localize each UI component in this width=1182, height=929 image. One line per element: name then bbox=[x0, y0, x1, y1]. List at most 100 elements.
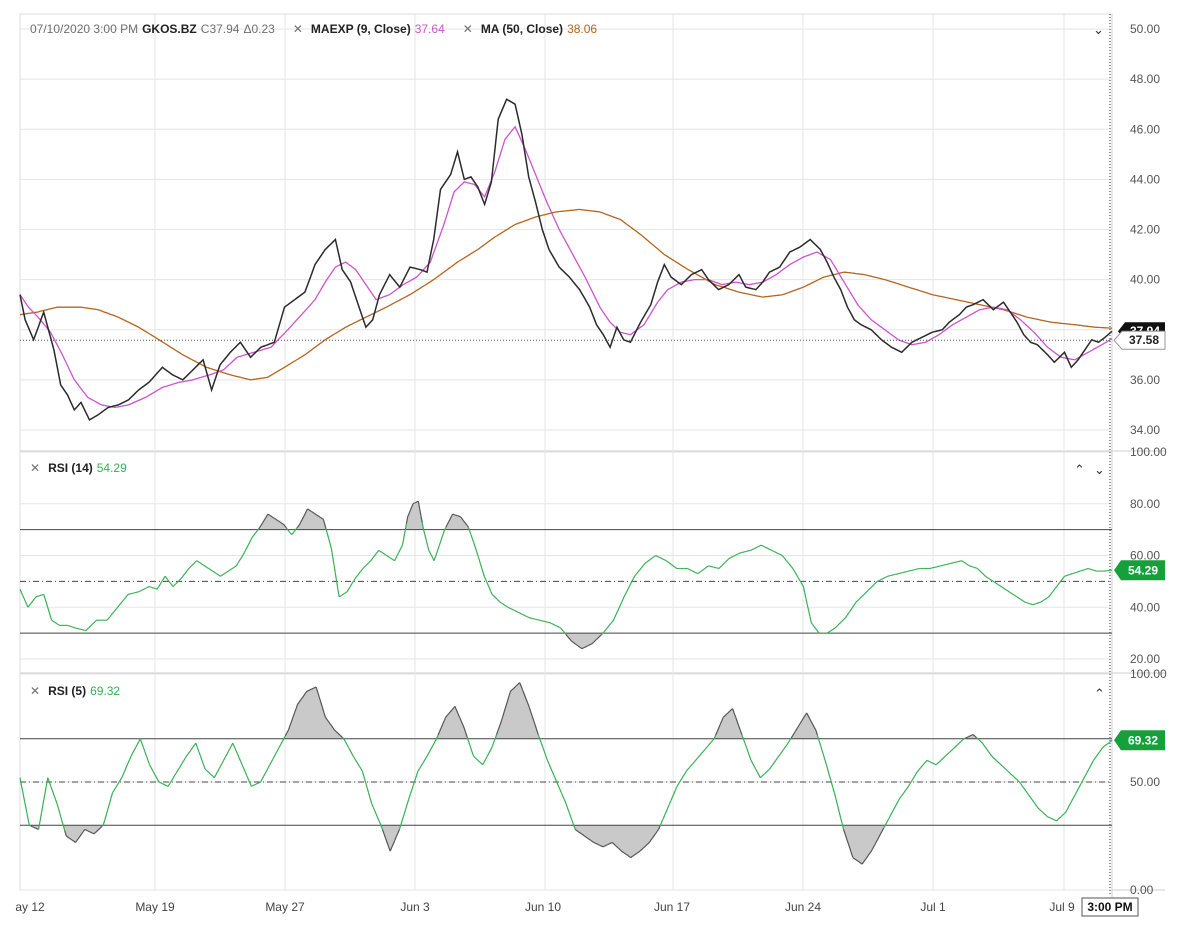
rsi5-line-segment bbox=[898, 799, 900, 802]
rsi14-line-segment bbox=[1051, 592, 1052, 594]
rsi5-line-segment bbox=[941, 759, 943, 760]
rsi5-line-segment bbox=[28, 817, 30, 825]
rsi5-line-segment bbox=[666, 808, 668, 812]
rsi14-line-segment bbox=[606, 628, 607, 630]
rsi5-line-segment bbox=[1027, 793, 1029, 795]
remove-maexp-icon[interactable]: ✕ bbox=[293, 22, 303, 36]
price-panel-header: 07/10/2020 3:00 PM GKOS.BZ C 37.94 Δ0.23… bbox=[30, 22, 597, 36]
rsi5-line-segment bbox=[1030, 797, 1032, 799]
rsi14-line-segment bbox=[842, 620, 843, 621]
rsi14-line-segment bbox=[443, 530, 444, 534]
rsi14-line-segment bbox=[428, 545, 429, 550]
rsi14-line-segment bbox=[160, 583, 161, 585]
remove-rsi5-icon[interactable]: ✕ bbox=[30, 684, 40, 698]
rsi14-line-segment bbox=[23, 595, 24, 598]
rsi14-line-segment bbox=[876, 581, 877, 582]
rsi5-line-segment bbox=[429, 750, 431, 753]
y-tick-label: 80.00 bbox=[1130, 497, 1160, 511]
rsi14-line-segment bbox=[441, 537, 442, 541]
rsi5-line-segment bbox=[930, 762, 932, 763]
rsi5-line-segment bbox=[421, 764, 423, 767]
rsi14-line-segment bbox=[401, 545, 402, 548]
remove-ma-icon[interactable]: ✕ bbox=[463, 22, 473, 36]
rsi14-line-segment bbox=[145, 588, 146, 589]
remove-rsi14-icon[interactable]: ✕ bbox=[30, 461, 40, 475]
rsi5-line-segment bbox=[762, 775, 764, 776]
price-line bbox=[20, 99, 1112, 420]
rsi5-line-segment bbox=[908, 784, 910, 787]
rsi14-line-segment bbox=[648, 560, 649, 561]
rsi5-line-segment bbox=[225, 755, 227, 758]
rsi14-line-segment bbox=[793, 569, 794, 571]
rsi14-line-segment bbox=[143, 589, 144, 590]
rsi14-line-segment bbox=[350, 585, 351, 587]
rsi14-line-segment bbox=[197, 561, 198, 562]
rsi14-line-segment bbox=[860, 597, 861, 598]
rsi5-line-segment bbox=[433, 742, 435, 745]
rsi5-line-segment bbox=[748, 752, 750, 756]
rsi14-line-segment bbox=[308, 509, 309, 510]
rsi5-line-segment bbox=[412, 785, 414, 790]
rsi14-line-segment bbox=[474, 543, 475, 547]
rsi14-line-segment bbox=[29, 604, 30, 606]
rsi5-line-segment bbox=[110, 798, 112, 803]
rsi14-line-segment bbox=[803, 587, 804, 593]
rsi5-label: RSI (5) bbox=[48, 684, 86, 698]
rsi5-line-segment bbox=[426, 756, 428, 759]
rsi14-line-segment bbox=[279, 521, 280, 522]
maexp-line bbox=[20, 127, 1112, 408]
rsi5-line-segment bbox=[959, 742, 961, 743]
rsi14-line-segment bbox=[864, 593, 865, 594]
rsi14-line-segment bbox=[315, 514, 316, 515]
rsi14-line-segment bbox=[93, 623, 94, 624]
rsi14-line-segment bbox=[190, 566, 191, 567]
rsi5-line-segment bbox=[262, 776, 264, 779]
rsi14-line-segment bbox=[559, 627, 560, 628]
rsi5-line-segment bbox=[1073, 795, 1075, 798]
rsi14-line-segment bbox=[193, 563, 194, 564]
rsi14-line-segment bbox=[608, 625, 609, 627]
rsi14-line-segment bbox=[206, 567, 207, 568]
rsi14-line-segment bbox=[210, 569, 211, 570]
rsi14-line-segment bbox=[757, 547, 758, 548]
rsi14-line-segment bbox=[512, 609, 513, 610]
rsi14-line-segment bbox=[830, 631, 831, 632]
rsi5-line-segment bbox=[1050, 818, 1052, 819]
rsi5-line-segment bbox=[773, 763, 775, 765]
rsi14-line-segment bbox=[583, 647, 584, 648]
rsi14-line-segment bbox=[756, 547, 757, 548]
rsi14-line-segment bbox=[321, 518, 322, 519]
rsi5-line-segment bbox=[609, 843, 611, 844]
rsi5-line-segment bbox=[407, 799, 409, 804]
rsi5-line-segment bbox=[634, 854, 636, 855]
rsi5-line-segment bbox=[1106, 744, 1108, 745]
chevron-down-icon[interactable]: ⌄ bbox=[1093, 24, 1104, 36]
rsi14-line-segment bbox=[218, 575, 219, 576]
rsi14-line-segment bbox=[968, 565, 969, 566]
rsi14-line-segment bbox=[797, 575, 798, 577]
rsi14-line-segment bbox=[454, 515, 455, 516]
rsi14-line-segment bbox=[341, 595, 342, 596]
rsi5-line-segment bbox=[949, 752, 951, 753]
rsi5-line-segment bbox=[233, 743, 235, 747]
rsi5-line-segment bbox=[1075, 792, 1077, 795]
rsi14-line-segment bbox=[25, 601, 26, 604]
rsi14-line-segment bbox=[215, 573, 216, 574]
rsi5-line-segment bbox=[993, 758, 995, 760]
maexp-label: MAEXP (9, Close) bbox=[311, 22, 411, 36]
rsi14-line-segment bbox=[501, 603, 502, 604]
rsi5-line-segment bbox=[956, 745, 958, 746]
chevron-down-icon[interactable]: ⌄ bbox=[1094, 464, 1105, 476]
rsi14-line-segment bbox=[391, 558, 392, 559]
chevron-up-icon[interactable]: ⌃ bbox=[1074, 464, 1085, 476]
rsi14-line-segment bbox=[658, 557, 659, 558]
rsi14-line-segment bbox=[672, 565, 673, 566]
rsi14-line-segment bbox=[523, 614, 524, 615]
ma-value: 38.06 bbox=[567, 22, 597, 36]
rsi5-line-segment bbox=[45, 786, 47, 795]
rsi14-line-segment bbox=[871, 587, 872, 588]
rsi5-line-segment bbox=[1044, 814, 1046, 815]
chevron-up-icon[interactable]: ⌃ bbox=[1094, 688, 1105, 700]
